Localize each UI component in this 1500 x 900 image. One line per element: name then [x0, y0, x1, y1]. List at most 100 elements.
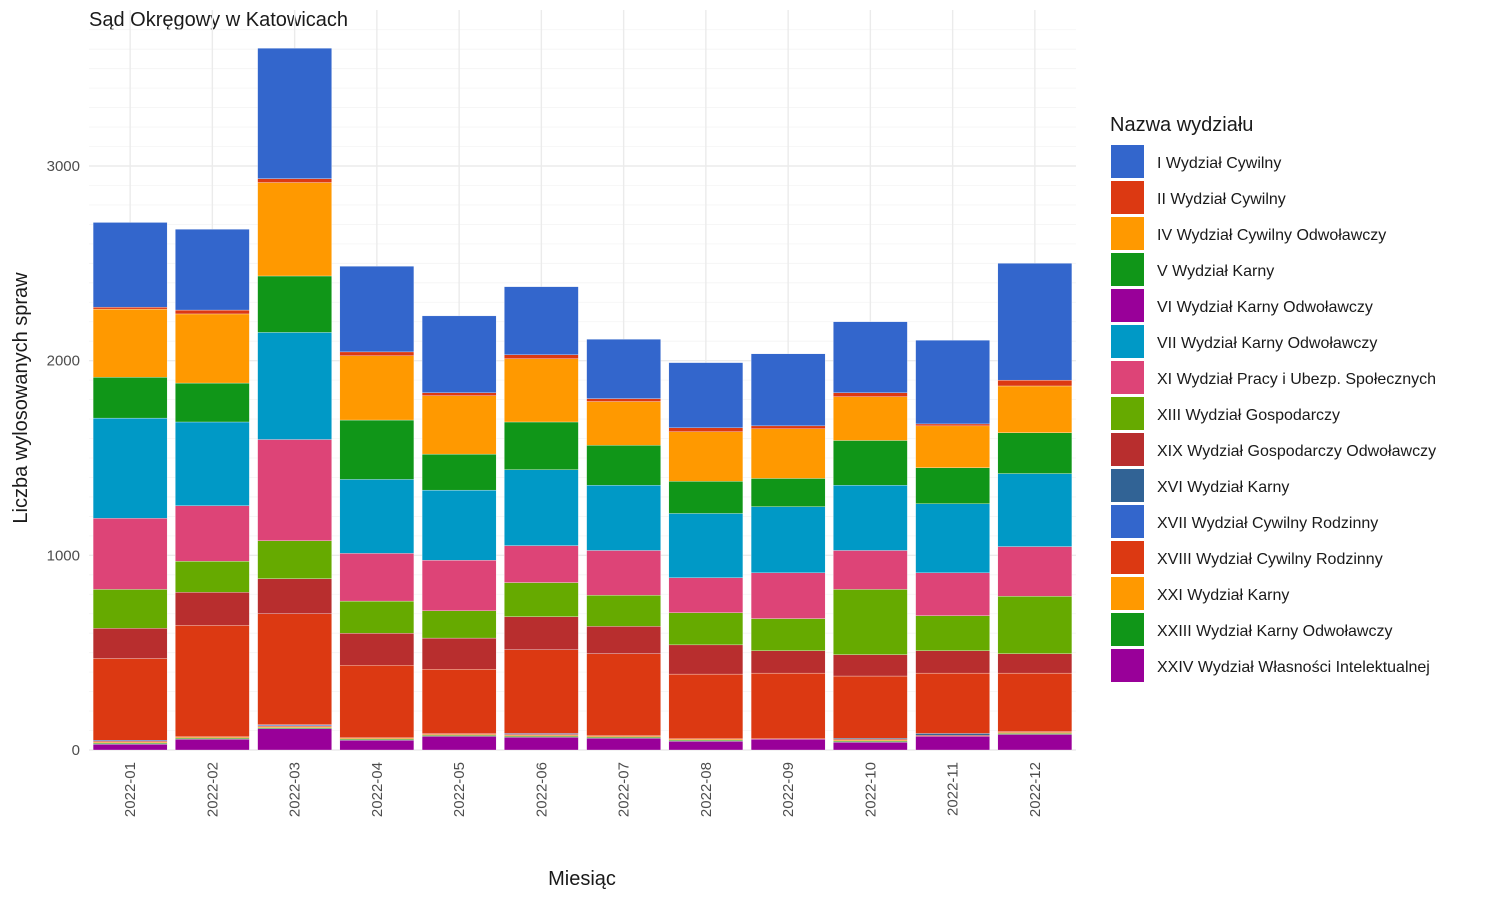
legend-label: XVI Wydział Karny [1157, 479, 1289, 496]
bar-segment [915, 340, 990, 425]
bar-segment [668, 741, 744, 751]
bar-segment [833, 550, 908, 590]
bar-segment [175, 739, 250, 751]
bar-segment [92, 417, 168, 519]
bar-segment [668, 612, 744, 646]
bar-segment [92, 377, 168, 419]
legend-label: XVII Wydział Cywilny Rodzinny [1157, 515, 1378, 532]
x-tick-label: 2022-05 [451, 762, 468, 817]
bar-segment [504, 737, 579, 751]
bar-segment [339, 665, 415, 738]
bar-segment [997, 546, 1073, 597]
bar-segment [750, 353, 826, 427]
bar-segment [586, 339, 661, 399]
bar-segment [915, 736, 990, 751]
bar-segment [668, 644, 744, 675]
bar-segment [668, 577, 744, 613]
bar-segment [257, 613, 332, 725]
legend-label: I Wydział Cywilny [1157, 155, 1281, 172]
bar-segment [915, 572, 990, 616]
legend-label: IV Wydział Cywilny Odwoławczy [1157, 227, 1386, 244]
legend-swatch [1111, 361, 1144, 394]
chart-title: Sąd Okręgowy w Katowicach [89, 9, 348, 31]
bar-segment [339, 633, 415, 666]
bar-segment [833, 392, 908, 397]
legend-swatch [1111, 289, 1144, 322]
bar-segment [504, 469, 579, 546]
x-tick-label: 2022-03 [287, 762, 304, 817]
bar-segment [92, 658, 168, 741]
bar-segment [92, 518, 168, 590]
legend-label: XXI Wydział Karny [1157, 587, 1289, 604]
bar-segment [339, 419, 415, 480]
bar-segment [421, 392, 497, 396]
bar-segment [750, 672, 826, 739]
x-tick-label: 2022-02 [204, 762, 221, 817]
bar-segment [668, 362, 744, 428]
legend-label: XIII Wydział Gospodarczy [1157, 407, 1340, 424]
bar-segment [833, 396, 908, 441]
bar-segment [175, 313, 250, 384]
bar-segment [915, 672, 990, 734]
bar-segment [997, 596, 1073, 654]
legend: Nazwa wydziału I Wydział Cywilny II Wydzi… [1110, 114, 1436, 682]
bar-segment [421, 395, 497, 455]
y-tick-label: 2000 [47, 353, 80, 370]
legend-swatch [1111, 253, 1144, 286]
x-axis-title: Miesiąc [548, 868, 616, 890]
bar-segment [504, 649, 579, 734]
bar-segment [915, 423, 990, 427]
bar-segment [92, 308, 168, 378]
bar-segment [175, 382, 250, 423]
bar-segment [586, 401, 661, 446]
legend-swatch [1111, 325, 1144, 358]
bar-segment [668, 513, 744, 578]
bar-segment [586, 445, 661, 486]
bar-segment [257, 275, 332, 333]
bar-segment [175, 592, 250, 626]
bar-segment [915, 650, 990, 674]
bar-segment [92, 628, 168, 659]
bar-segment [750, 428, 826, 479]
bar-segment [175, 561, 250, 593]
bar-segment [586, 485, 661, 551]
y-tick-label: 1000 [47, 547, 80, 564]
legend-swatch [1111, 397, 1144, 430]
bar-segment [586, 738, 661, 751]
bar-segment [750, 425, 826, 429]
bar-segment [504, 286, 579, 355]
bar-segment [339, 600, 415, 634]
legend-label: XVIII Wydział Cywilny Rodzinny [1157, 551, 1383, 568]
x-tick-label: 2022-01 [122, 762, 139, 817]
bar-segment [997, 672, 1073, 732]
legend-swatch [1111, 505, 1144, 538]
bar-segment [668, 481, 744, 514]
legend-label: XIX Wydział Gospodarczy Odwoławczy [1157, 443, 1436, 460]
bar-segment [997, 379, 1073, 387]
y-tick-label: 3000 [47, 158, 80, 175]
bar-segment [175, 421, 250, 506]
x-tick-label: 2022-07 [616, 762, 633, 817]
legend-swatch [1111, 433, 1144, 466]
bar-segment [997, 385, 1073, 433]
bar-segment [339, 266, 415, 353]
bar-segment [504, 421, 579, 470]
bar-segment [833, 742, 908, 751]
legend-label: VII Wydział Karny Odwoławczy [1157, 335, 1377, 352]
bar-segment [586, 550, 661, 596]
bar-segment [339, 740, 415, 751]
bar-segment [175, 229, 250, 311]
bar-segment [750, 572, 826, 619]
legend-title: Nazwa wydziału [1110, 114, 1253, 136]
bar-segment [833, 321, 908, 393]
bar-segment [339, 351, 415, 356]
bar-segment [833, 675, 908, 739]
bar-segment [175, 309, 250, 315]
legend-label: V Wydział Karny [1157, 263, 1274, 280]
legend-swatch [1111, 469, 1144, 502]
bar-segment [750, 506, 826, 574]
bar-segment [421, 315, 497, 393]
y-tick-labels: 0 1000 2000 3000 [47, 158, 80, 759]
bar-segment [915, 503, 990, 574]
bar-segment [750, 618, 826, 651]
